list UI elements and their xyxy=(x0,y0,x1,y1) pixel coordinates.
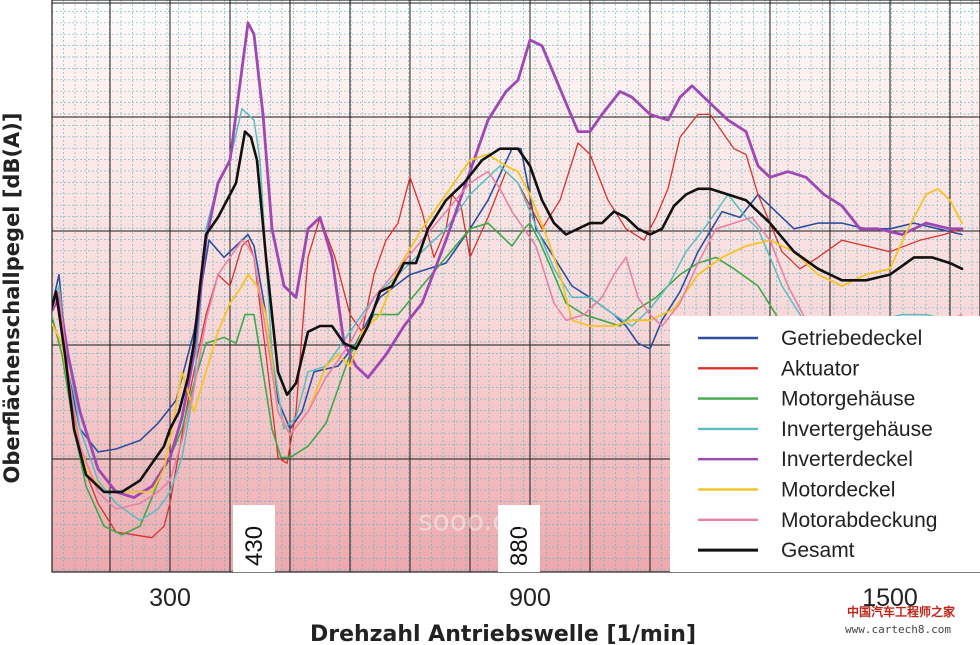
series-line-gesamt xyxy=(52,130,964,494)
legend-label: Invertergehäuse xyxy=(781,418,933,441)
x-tick-label: 300 xyxy=(149,584,191,612)
series-line-motorabdeckung xyxy=(52,170,963,510)
marker-430-label: 430 xyxy=(241,526,268,566)
series-line-getriebedeckel xyxy=(52,147,963,453)
legend-label: Inverterdeckel xyxy=(781,448,913,471)
legend-label: Motorgehäuse xyxy=(781,388,915,411)
y-axis-label: Oberflächenschallpegel [dB(A)] xyxy=(0,112,24,483)
series-line-invertergeh-use xyxy=(52,107,963,522)
legend-label: Aktuator xyxy=(781,357,859,380)
legend-box xyxy=(670,316,980,572)
legend-label: Motordeckel xyxy=(781,479,895,502)
legend-label: Gesamt xyxy=(781,539,855,562)
marker-430: 430 xyxy=(233,505,275,572)
x-tick-label: 900 xyxy=(509,584,551,612)
series-line-motordeckel xyxy=(52,153,963,493)
x-axis-label: Drehzahl Antriebswelle [1/min] xyxy=(310,622,696,645)
legend-items: Getriebedeckel Aktuator Motorgehäuse Invert… xyxy=(698,327,937,562)
legend-label: Getriebedeckel xyxy=(781,327,922,350)
series-layer xyxy=(52,21,964,539)
corner-watermark-url: www.cartech8.com xyxy=(845,623,951,636)
x-tick-labels: 300 900 1500 xyxy=(149,584,918,612)
x-tick-label: 1500 xyxy=(862,584,918,612)
watermark-text: sooo.cn xyxy=(418,504,526,537)
marker-880: 880 xyxy=(498,505,540,572)
marker-880-label: 880 xyxy=(506,526,533,566)
legend-label: Motorabdeckung xyxy=(781,509,937,532)
marker-430-box xyxy=(233,505,275,572)
marker-880-box xyxy=(498,505,540,572)
legend: Getriebedeckel Aktuator Motorgehäuse Invert… xyxy=(670,316,980,572)
corner-watermark-cn: 中国汽车工程师之家 xyxy=(847,604,956,619)
